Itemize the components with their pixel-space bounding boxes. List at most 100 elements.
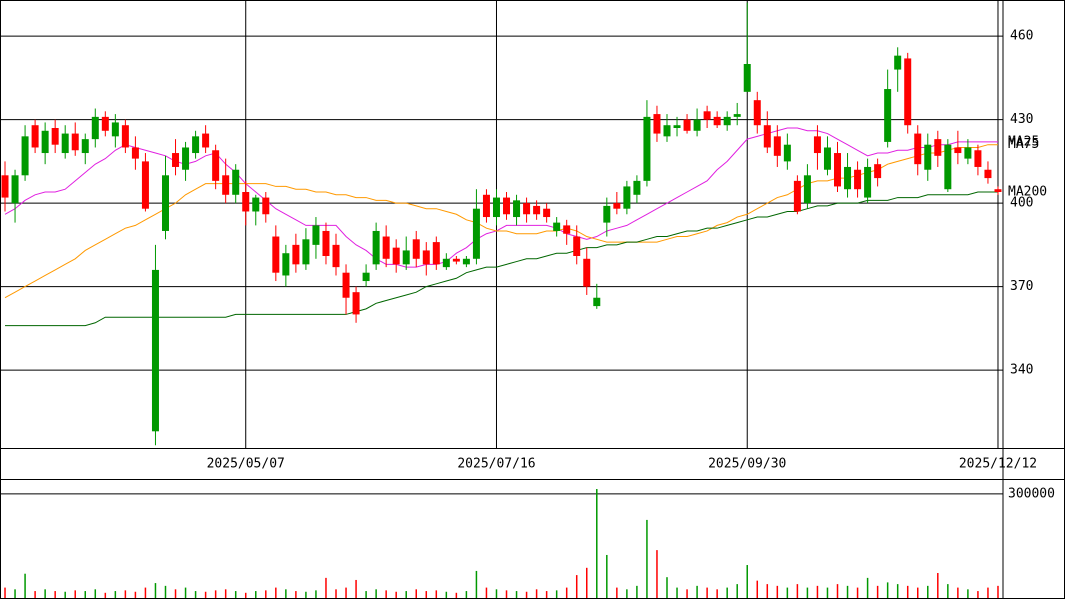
volume-bar [285,589,287,598]
y-tick-label: 300000 [1008,486,1055,501]
volume-bar [535,589,538,598]
volume-bar [54,591,56,598]
volume-bar [666,577,668,598]
volume-bar [997,585,999,598]
candle-body [372,230,380,265]
candle-body [713,116,721,126]
volume-bar [224,589,227,598]
volume-bar [305,591,307,598]
volume-bar [586,567,588,598]
volume-bar [345,587,347,598]
y-tick-label: 400 [1010,196,1033,211]
candle-body [11,175,19,204]
volume-bar [385,590,387,598]
volume-bar [776,585,779,598]
candle-body [944,144,952,190]
volume-bar [606,554,608,598]
candle-body [382,236,390,259]
candle-body [693,119,701,131]
candle-body [924,144,932,170]
candle-body [753,100,761,126]
candle-body [51,128,59,145]
volume-bar [696,585,698,598]
volume-bar [786,587,789,598]
candle-body [964,147,972,159]
candle-body [844,166,852,190]
candle-body [121,125,129,148]
candle-body [553,222,561,231]
candle-body [392,247,400,265]
volume-bar [646,519,648,598]
candle-body [272,236,280,273]
candle-body [21,136,29,176]
candle-body [472,208,480,259]
volume-bar [916,587,919,598]
volume-bar [124,590,127,598]
volume-bar [24,573,26,598]
candle-body [603,205,611,223]
x-tick-label: 2025/09/30 [708,457,786,472]
candle-body [733,114,741,117]
candle-body [613,203,621,209]
candle-body [543,208,551,218]
candle-body [803,175,811,204]
volume-bar [716,589,718,598]
candle-body [503,197,511,215]
candle-body [332,244,340,268]
volume-bar [74,590,76,598]
volume-bar [295,591,297,598]
volume-bar [275,587,277,598]
candle-body [452,258,460,262]
legend-label: MA75 [1008,137,1039,152]
candle-body [994,189,1002,192]
candle-body [352,292,360,315]
volume-bar [365,591,367,598]
candle-body [823,147,831,170]
volume-bar [184,587,187,598]
volume-bar [636,585,638,598]
volume-bar [104,592,107,598]
volume-bar [435,590,438,598]
candle-body [934,139,942,156]
volume-bar [896,584,899,598]
volume-bar [265,590,267,598]
y-tick-label: 430 [1010,112,1033,127]
candle-body [161,175,169,231]
volume-bar [515,591,518,598]
volume-bar [977,591,979,598]
candle-body [71,133,79,151]
candle-body [563,225,571,234]
volume-bar [756,580,759,598]
candle-body [422,250,430,265]
volume-bar [816,585,819,598]
candle-body [884,89,892,142]
candle-body [322,230,330,256]
candle-body [573,236,581,256]
candle-body [212,150,220,181]
candle-body [232,169,240,195]
candle-body [182,147,190,170]
volume-bar [485,587,488,598]
volume-bar [886,582,889,598]
x-tick-label: 2025/07/16 [457,457,535,472]
candle-body [61,133,69,154]
volume-bar [545,591,548,598]
volume-bar [134,591,137,598]
candle-body [492,197,500,218]
volume-bar [686,589,688,598]
candle-body [813,136,821,154]
volume-bar [94,589,97,598]
volume-bar [746,565,748,598]
volume-bar [957,587,959,598]
volume-bar [796,584,799,598]
candle-body [954,147,962,154]
candle-body [41,130,49,154]
candle-body [874,164,882,179]
candle-body [864,166,872,198]
volume-bar [806,587,809,598]
candle-body [252,197,260,212]
candle-body [462,258,470,265]
candle-body [523,203,531,215]
x-tick-label: 2025/05/07 [207,457,285,472]
